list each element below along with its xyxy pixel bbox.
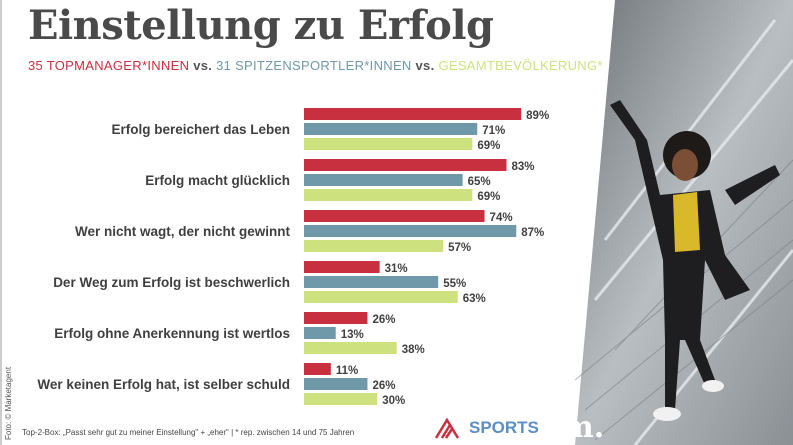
data-label: 57% <box>448 242 471 254</box>
bar <box>304 159 507 171</box>
bar <box>304 261 380 273</box>
bar <box>304 393 378 405</box>
bar <box>304 378 368 390</box>
data-label: 30% <box>382 395 405 407</box>
category-label: Erfolg ohne Anerkennung ist wertlos <box>54 326 290 341</box>
chart-title: Einstellung zu Erfolg <box>28 2 494 49</box>
category-label: Erfolg macht glücklich <box>145 173 290 188</box>
legend-vs: vs. <box>415 58 435 73</box>
bar <box>304 276 439 288</box>
footnote: Top-2-Box: „Passt sehr gut zu meiner Ein… <box>22 428 355 437</box>
category-label: Wer keinen Erfolg hat, ist selber schuld <box>37 377 290 392</box>
data-label: 87% <box>521 227 544 239</box>
bar <box>304 342 397 354</box>
data-label: 63% <box>463 293 486 305</box>
data-label: 69% <box>477 140 500 152</box>
bar <box>304 123 478 135</box>
data-label: 26% <box>372 314 395 326</box>
m-logo: m. <box>562 410 605 445</box>
bar <box>304 189 473 201</box>
bar-chart: Erfolg bereichert das Leben 89% 71% 69% Erfo… <box>37 108 549 407</box>
bar <box>304 363 331 375</box>
data-label: 26% <box>372 380 395 392</box>
lattenhaus-logo <box>433 417 463 442</box>
bar <box>304 108 522 120</box>
data-label: 55% <box>443 278 466 290</box>
data-label: 31% <box>385 263 408 275</box>
bar <box>304 174 463 186</box>
sports-logo: SPORTS <box>469 418 539 437</box>
bar <box>304 225 517 237</box>
data-label: 74% <box>490 212 513 224</box>
bar <box>304 240 444 252</box>
data-label: 71% <box>482 125 505 137</box>
data-label: 83% <box>512 161 535 173</box>
photo-woman-on-stairs <box>575 0 793 445</box>
category-label: Wer nicht wagt, der nicht gewinnt <box>75 224 291 239</box>
legend-subtitle: 35 TOPMANAGER*INNEN vs. 31 SPITZENSPORTL… <box>28 58 603 73</box>
bar <box>304 327 336 339</box>
data-label: 11% <box>336 365 358 377</box>
photo-credit: Foto: © Marketagent <box>4 366 13 440</box>
bar <box>304 210 485 222</box>
legend-bevoelkerung: GESAMTBEVÖLKERUNG* <box>438 58 603 73</box>
data-label: 13% <box>341 329 364 341</box>
legend-sportler: 31 SPITZENSPORTLER*INNEN <box>216 58 412 73</box>
category-label: Erfolg bereichert das Leben <box>111 122 290 137</box>
category-label: Der Weg zum Erfolg ist beschwerlich <box>53 275 290 290</box>
legend-vs: vs. <box>193 58 213 73</box>
bar <box>304 138 473 150</box>
data-label: 38% <box>402 344 425 356</box>
data-label: 69% <box>477 191 500 203</box>
data-label: 89% <box>526 110 549 122</box>
data-label: 65% <box>468 176 491 188</box>
bar <box>304 312 368 324</box>
legend-topmanager: 35 TOPMANAGER*INNEN <box>28 58 190 73</box>
bar <box>304 291 458 303</box>
photo-illustration <box>575 0 793 445</box>
